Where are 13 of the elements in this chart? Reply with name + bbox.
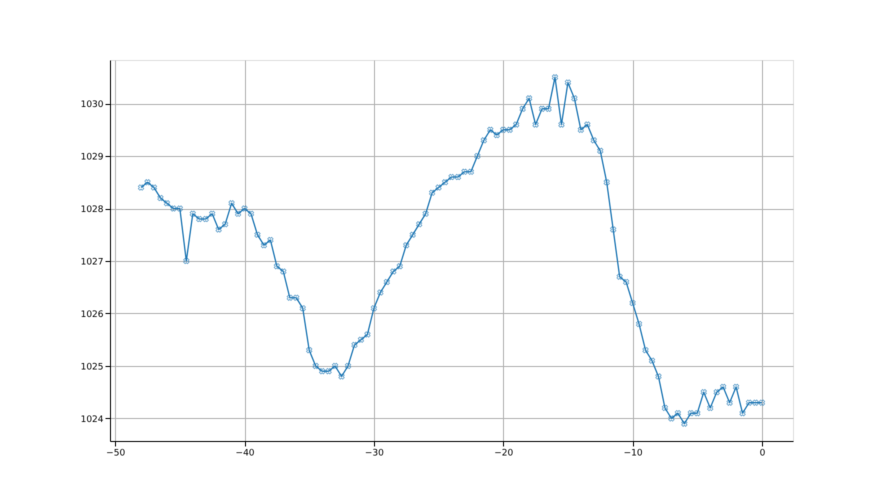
y-tick-label: 1025	[80, 362, 104, 372]
x-tick-label: −10	[624, 448, 643, 458]
x-tick-label: −50	[106, 448, 126, 458]
x-tick-label: −40	[236, 448, 255, 458]
y-tick-label: 1029	[80, 152, 104, 163]
x-tick-label: 0	[760, 448, 766, 458]
y-tick-label: 1027	[80, 257, 104, 268]
x-tick-label: −20	[494, 448, 514, 458]
x-tick-label: −30	[364, 448, 384, 458]
y-tick-label: 1028	[80, 205, 104, 216]
y-tick-label: 1024	[80, 414, 104, 425]
y-tick-label: 1026	[80, 310, 104, 320]
y-tick-label: 1030	[80, 100, 104, 110]
